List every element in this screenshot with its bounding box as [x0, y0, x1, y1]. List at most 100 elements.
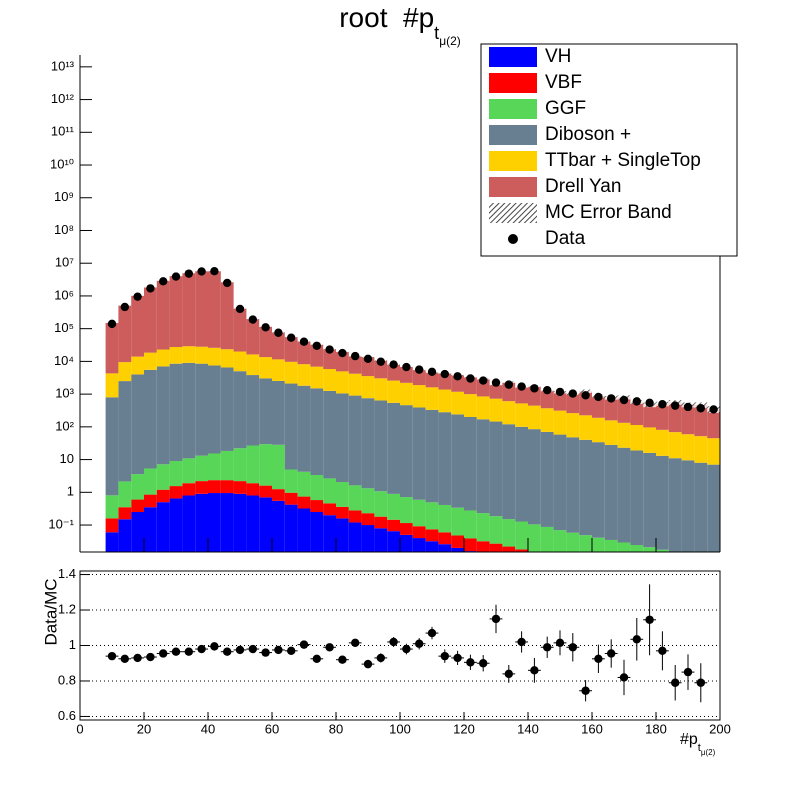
y-tick-label: 1	[67, 484, 74, 499]
overlay: 10⁻¹11010²10³10⁴10⁵10⁶10⁷10⁸10⁹10¹⁰10¹¹1…	[48, 43, 738, 736]
ratio-point	[645, 615, 654, 624]
bar-segment	[195, 455, 208, 482]
bar-segment	[617, 542, 631, 552]
legend-label: VH	[545, 46, 571, 67]
bar-segment	[604, 420, 618, 445]
y-tick-label: 1	[69, 637, 76, 652]
ratio-point	[223, 647, 232, 656]
y-tick-label: 10³	[55, 386, 74, 401]
bar-segment	[323, 515, 336, 552]
bar-segment	[566, 532, 580, 552]
bar-segment	[323, 390, 336, 479]
y-tick-label: 10⁴	[54, 353, 74, 368]
bar-segment	[259, 497, 272, 552]
bar-segment	[579, 415, 592, 440]
ratio-point	[338, 655, 347, 664]
bar-segment	[489, 384, 503, 399]
bar-segment	[374, 360, 388, 379]
bar-segment	[272, 380, 285, 445]
legend-label: VBF	[545, 72, 582, 93]
bar-segment	[502, 519, 516, 547]
bar-segment	[617, 397, 631, 423]
bar-segment	[707, 409, 720, 439]
ratio-point	[619, 673, 629, 682]
bar-segment	[643, 404, 656, 428]
ratio-point	[299, 640, 309, 649]
bar-segment	[451, 535, 464, 548]
y-tick-label: 10²	[55, 418, 74, 433]
bar-segment	[118, 507, 132, 520]
bar-segment	[118, 519, 132, 552]
bar-segment	[297, 471, 311, 497]
bar-segment	[643, 427, 656, 453]
bar-segment	[387, 364, 400, 381]
bar-segment	[464, 510, 477, 539]
bar-segment	[400, 405, 413, 498]
data-point	[287, 333, 296, 342]
title-sub: t	[434, 23, 439, 43]
bar-segment	[208, 347, 221, 366]
ratio-point	[466, 658, 475, 667]
bar-segment	[131, 474, 144, 500]
bar-segment	[297, 341, 311, 365]
ratio-point	[107, 651, 117, 661]
bar-segment	[553, 392, 567, 411]
bar-segment	[284, 383, 298, 470]
bar-segment	[412, 538, 426, 552]
bar-segment	[681, 404, 695, 435]
x-tick-label: 140	[517, 721, 539, 736]
bar-segment	[630, 401, 644, 425]
y-tick-label: 10¹¹	[51, 124, 75, 139]
bar-segment	[348, 373, 362, 396]
bar-segment	[604, 444, 618, 540]
data-point	[517, 382, 526, 391]
bar-segment	[310, 344, 324, 367]
bar-segment	[425, 409, 439, 503]
bar-segment	[336, 351, 349, 372]
bar-segment	[387, 380, 400, 403]
bar-segment	[131, 374, 144, 475]
bar-segment	[195, 363, 208, 456]
bar-segment	[233, 481, 247, 494]
bar-segment	[169, 276, 183, 348]
legend-swatch	[489, 47, 537, 67]
bar-segment	[195, 493, 208, 552]
ratio-point	[581, 686, 590, 695]
bar-segment	[246, 319, 260, 355]
bar-segment	[220, 282, 234, 350]
data-point	[645, 398, 654, 408]
legend-swatch	[489, 151, 537, 171]
bar-segment	[336, 482, 349, 507]
bar-segment	[105, 397, 119, 496]
bar-segment	[464, 538, 477, 552]
y-tick-label: 10¹²	[51, 91, 75, 106]
bar-segment	[412, 499, 426, 527]
bar-segment	[144, 287, 157, 353]
x-tick-label: 60	[265, 721, 279, 736]
bar-segment	[220, 493, 234, 552]
bar-segment	[310, 512, 324, 552]
data-point	[504, 380, 513, 389]
bar-segment	[553, 530, 567, 552]
bar-segment	[425, 529, 439, 542]
bar-segment	[284, 492, 298, 505]
bar-segment	[553, 434, 567, 531]
bar-segment	[515, 386, 528, 404]
bar-segment	[220, 367, 234, 451]
bar-segment	[592, 537, 605, 552]
x-tick-label: 160	[581, 721, 603, 736]
bar-segment	[489, 421, 503, 517]
data-point	[607, 394, 616, 403]
bar-segment	[656, 403, 669, 430]
data-point	[363, 354, 373, 364]
bar-segment	[182, 495, 196, 552]
legend-label: TTbar + SingleTop	[545, 150, 701, 171]
data-point	[658, 400, 667, 409]
bar-segment	[438, 373, 452, 390]
bar-segment	[592, 395, 605, 418]
bar-segment	[233, 448, 247, 482]
bar-segment	[272, 500, 285, 552]
data-point	[530, 384, 539, 393]
bar-segment	[284, 361, 298, 384]
